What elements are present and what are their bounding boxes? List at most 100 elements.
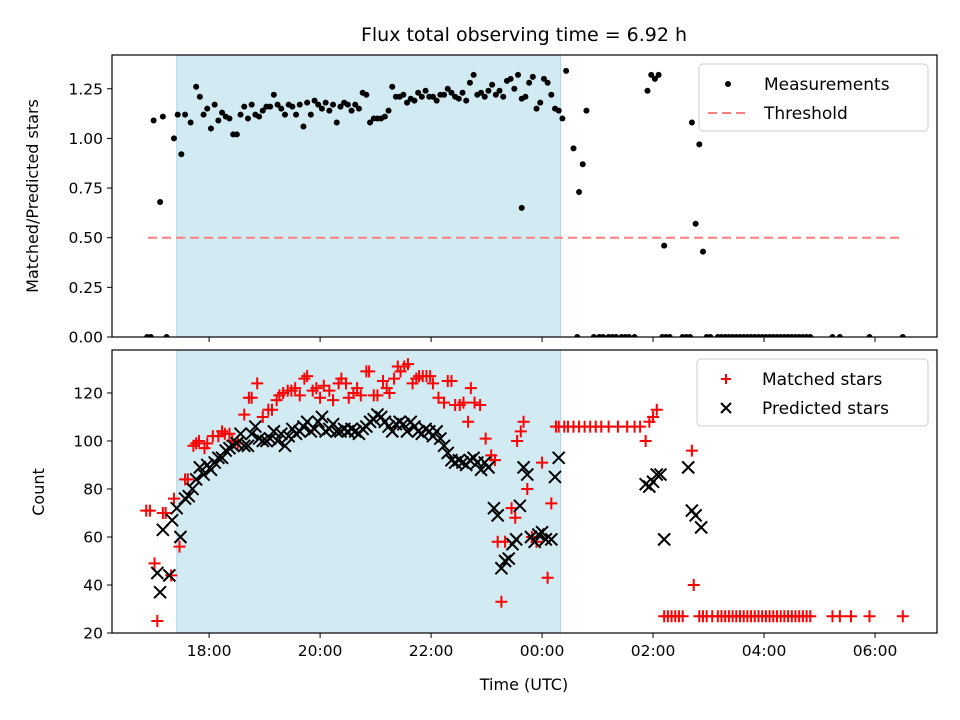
- predicted-star-point: [162, 568, 177, 583]
- matched-star-point: [541, 571, 554, 584]
- matched-star-point: [238, 408, 251, 421]
- measurement-point: [544, 79, 551, 86]
- matched-star-point: [173, 540, 186, 553]
- measurement-point: [559, 115, 566, 122]
- matched-star-point: [545, 497, 558, 510]
- x-tick-label: 04:00: [742, 642, 787, 660]
- matched-star-point: [201, 437, 214, 450]
- measurement-point: [204, 105, 211, 112]
- matched-star-point: [844, 610, 857, 623]
- measurement-point: [296, 101, 303, 108]
- matched-star-point: [216, 425, 229, 438]
- measurement-point: [441, 91, 448, 98]
- matched-star-point: [159, 506, 172, 519]
- measurement-point: [579, 161, 586, 168]
- measurement-point: [600, 334, 607, 337]
- measurement-point: [322, 99, 329, 106]
- matched-star-point: [371, 389, 384, 402]
- x-tick-label: 02:00: [631, 642, 676, 660]
- measurement-point: [626, 334, 633, 337]
- predicted-star-point: [204, 463, 218, 477]
- predicted-star-point: [650, 467, 664, 482]
- measurement-point: [529, 73, 536, 80]
- measurement-point: [337, 103, 344, 110]
- predicted-star-point: [189, 472, 203, 487]
- measurement-point: [444, 85, 451, 92]
- matched-star-point: [388, 372, 401, 385]
- matched-star-point: [151, 614, 164, 627]
- y-tick-label: 40: [83, 576, 103, 594]
- measurement-point: [226, 115, 233, 122]
- measurement-point: [481, 93, 488, 100]
- measurement-point: [300, 123, 307, 130]
- predicted-star-point: [185, 482, 200, 496]
- measurement-point: [182, 111, 189, 118]
- matched-star-point: [687, 578, 700, 591]
- legend-box: [696, 358, 929, 427]
- matched-star-point: [424, 370, 437, 383]
- measurement-point: [381, 113, 388, 120]
- matched-star-point: [457, 396, 470, 409]
- measurement-point: [700, 248, 707, 255]
- matched-star-point: [804, 610, 817, 623]
- predicted-star-point: [441, 446, 455, 460]
- legend-measurement-swatch: [725, 81, 731, 87]
- measurement-point: [590, 334, 597, 337]
- measurement-point: [433, 97, 440, 104]
- predicted-star-point: [396, 417, 411, 431]
- predicted-star-point: [527, 535, 542, 549]
- measurement-point: [307, 111, 314, 118]
- measurement-point: [389, 83, 396, 90]
- matched-star-point: [327, 394, 340, 407]
- matched-star-point: [266, 403, 279, 416]
- measurement-point: [533, 105, 540, 112]
- measurement-point: [688, 119, 695, 126]
- matched-star-point: [323, 384, 336, 397]
- matched-star-point: [245, 391, 258, 404]
- counts-axes: 20 40 60 80 100 120 18:00 20:00 22:00 00:00 02:00 0…: [73, 349, 938, 660]
- measurement-point: [248, 101, 255, 108]
- data-layer: [144, 67, 906, 337]
- measurement-point: [344, 101, 351, 108]
- matched-star-point: [167, 492, 180, 505]
- measurement-point: [631, 334, 638, 337]
- y-tick-label: 80: [83, 480, 103, 498]
- measurement-point: [352, 101, 359, 108]
- matched-star-point: [289, 382, 302, 395]
- predicted-star-point: [244, 427, 259, 441]
- predicted-star-point: [182, 489, 196, 503]
- matched-star-point: [148, 557, 161, 570]
- matched-star-point: [363, 365, 376, 378]
- legend-box: [698, 63, 929, 132]
- measurement-point: [174, 111, 181, 118]
- measurement-point: [304, 99, 311, 106]
- predicted-star-point: [688, 508, 703, 523]
- measurement-point: [537, 99, 544, 106]
- matched-star-point: [647, 410, 660, 423]
- measurement-point: [515, 71, 522, 78]
- chart-title: Flux total observing time = 6.92 h: [361, 24, 687, 46]
- measurement-point: [455, 95, 462, 102]
- measurement-point: [478, 89, 485, 96]
- measurement-point: [555, 107, 562, 114]
- legend: Matched stars Predicted stars: [696, 358, 929, 427]
- matched-star-point: [339, 377, 352, 390]
- matched-star-point: [251, 377, 264, 390]
- predicted-star-point: [681, 460, 695, 475]
- y-tick-label: 20: [83, 625, 103, 643]
- measurement-point: [157, 198, 164, 205]
- measurement-point: [613, 334, 620, 337]
- predicted-star-point: [233, 427, 248, 441]
- predicted-star-point: [539, 532, 553, 547]
- x-tick-label: 22:00: [409, 642, 454, 660]
- matched-star-point: [310, 382, 323, 395]
- predicted-star-point: [487, 501, 501, 515]
- predicted-star-point: [494, 561, 509, 575]
- predicted-star-point: [173, 530, 188, 544]
- matched-star-point: [511, 434, 524, 447]
- legend-label: Measurements: [764, 75, 890, 95]
- y-tick-label: 1.25: [68, 80, 103, 98]
- matched-star-point: [256, 410, 269, 423]
- matched-star-point: [401, 358, 414, 371]
- matched-star-point: [833, 610, 846, 623]
